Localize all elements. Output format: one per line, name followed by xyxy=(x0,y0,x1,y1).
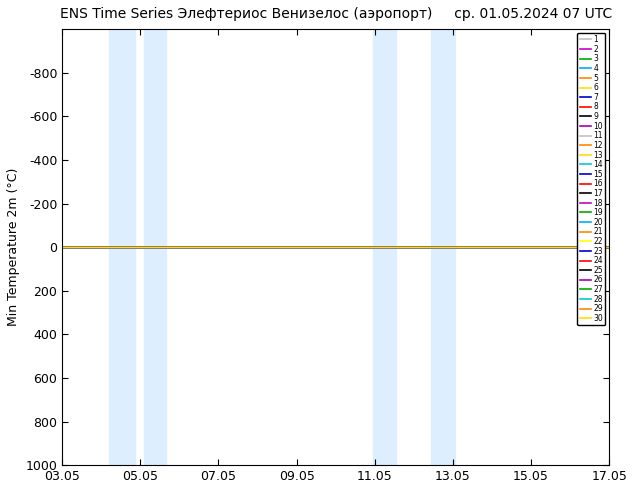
Legend: 1, 2, 3, 4, 5, 6, 7, 8, 9, 10, 11, 12, 13, 14, 15, 16, 17, 18, 19, 20, 21, 22, 2: 1, 2, 3, 4, 5, 6, 7, 8, 9, 10, 11, 12, 1… xyxy=(577,33,605,325)
Bar xyxy=(109,29,134,465)
Title: ENS Time Series Элефтериос Венизелос (аэропорт)     ср. 01.05.2024 07 UTC: ENS Time Series Элефтериос Венизелос (аэ… xyxy=(60,7,612,21)
Bar xyxy=(145,29,165,465)
Bar xyxy=(431,29,455,465)
Bar xyxy=(373,29,396,465)
Y-axis label: Min Temperature 2m (°C): Min Temperature 2m (°C) xyxy=(7,168,20,326)
